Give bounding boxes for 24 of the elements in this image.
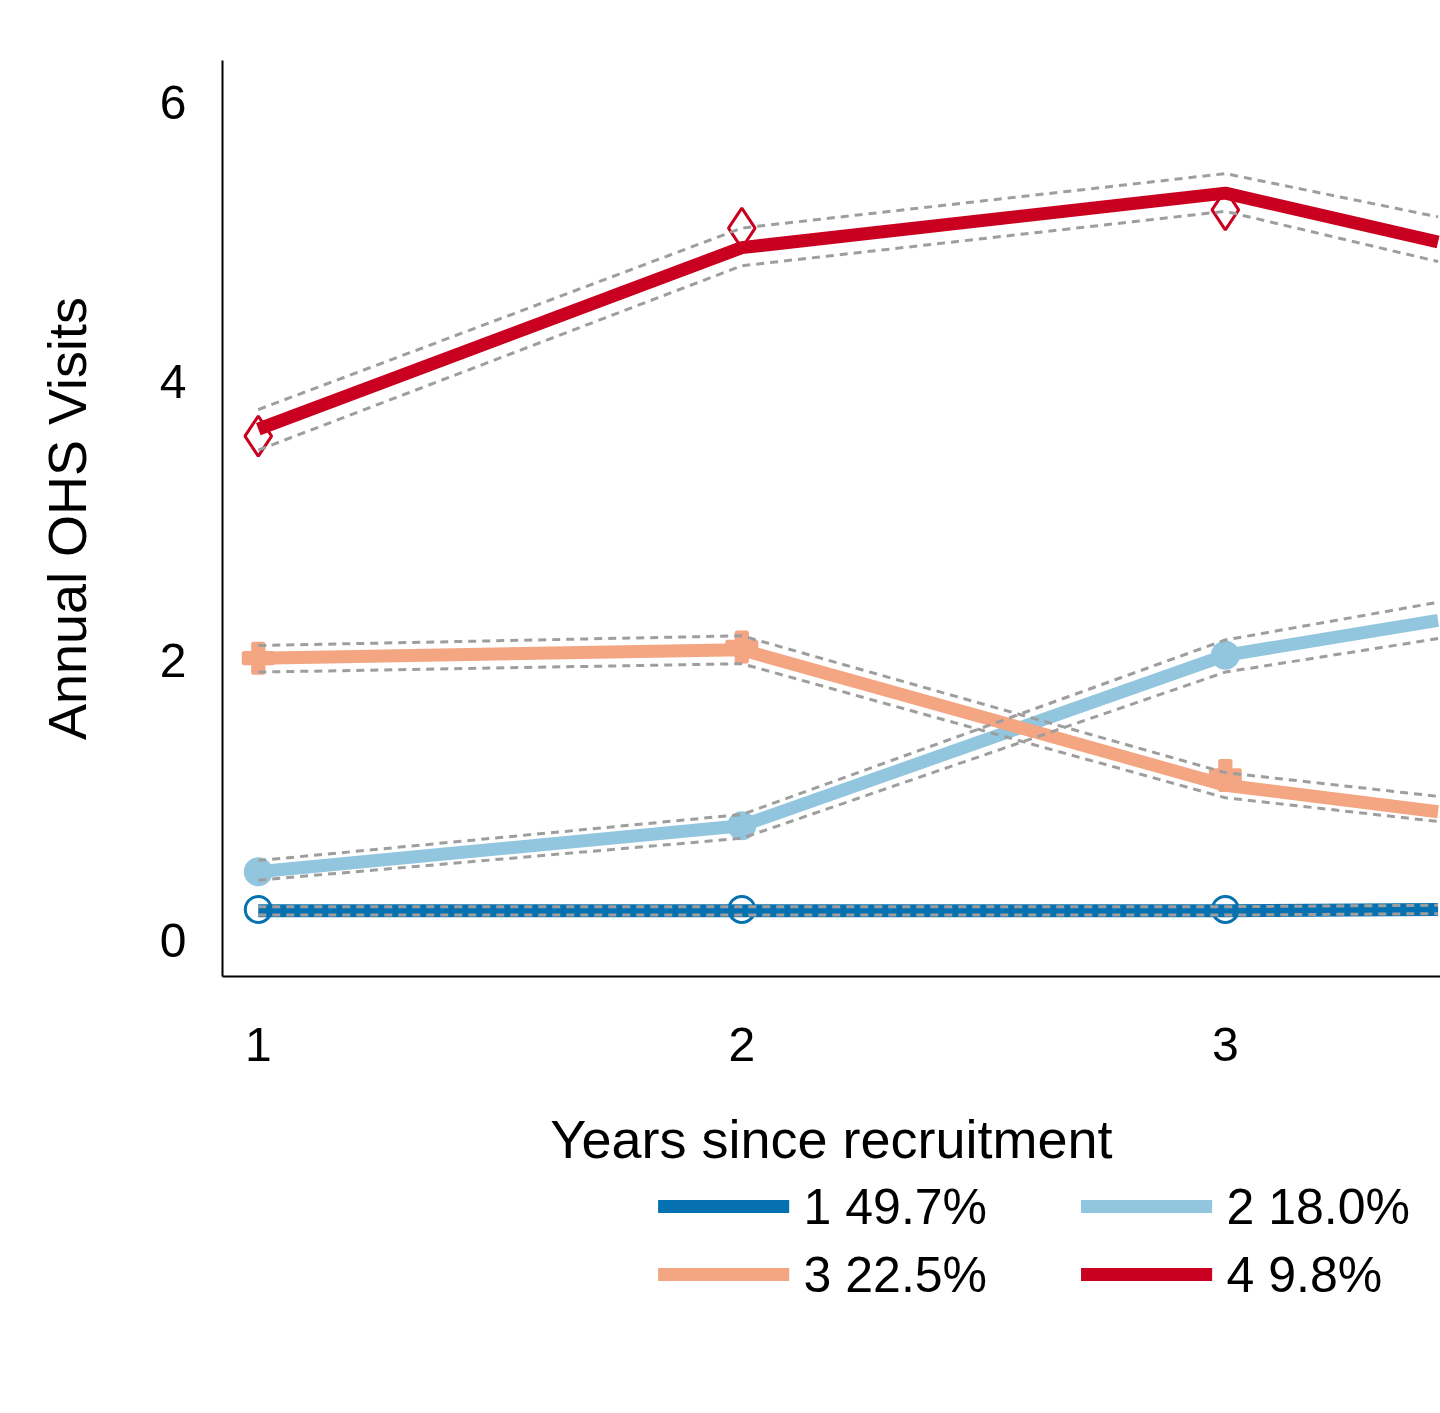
point	[241, 641, 275, 675]
legend-label: 3 22.5%	[803, 1246, 988, 1303]
point	[1210, 640, 1240, 670]
y-tick-label: 4	[159, 355, 187, 409]
x-tick-label: 3	[1211, 1017, 1239, 1071]
point	[727, 811, 757, 841]
point	[243, 414, 274, 458]
point	[243, 895, 273, 924]
x-axis-title: Years since recruitment	[550, 1108, 1113, 1169]
y-axis-title: Annual OHS Visits	[36, 296, 97, 741]
y-tick-label: 2	[159, 634, 187, 688]
point	[1210, 895, 1240, 924]
point	[1208, 758, 1242, 792]
line-series	[256, 172, 1440, 412]
x-tick-label: 2	[728, 1017, 756, 1071]
legend-label: 1 49.7%	[803, 1178, 988, 1235]
point	[725, 630, 759, 664]
x-tick-label: 1	[244, 1017, 272, 1071]
legend-label: 2 18.0%	[1226, 1178, 1410, 1235]
point	[243, 857, 273, 887]
point	[727, 895, 757, 924]
y-tick-label: 6	[159, 75, 187, 129]
legend-label: 4 9.8%	[1226, 1246, 1383, 1303]
y-tick-label: 0	[159, 913, 187, 967]
